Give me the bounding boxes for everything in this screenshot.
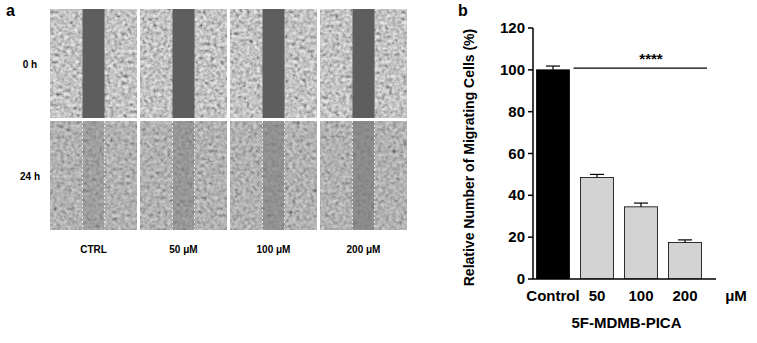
error-bar [546,66,560,70]
row-label: 0 h [23,59,37,70]
wound-edge [104,121,105,230]
micrograph [230,9,317,118]
image-bg [320,9,407,118]
panel-label: b [458,2,468,19]
x-tick-label: 100 [628,287,653,304]
wound-edge [82,121,83,230]
marks [537,66,702,279]
x-axis [533,278,716,280]
wound-gap [263,121,285,230]
error-cap [590,174,604,175]
error-cap [546,65,560,66]
cell-texture [140,9,227,118]
significance-line [574,67,708,68]
column-label: 100 μM [257,244,291,255]
image-bg [50,121,137,230]
panel-label: a [6,2,15,19]
y-tick-label: 80 [508,103,525,120]
figure: a0 h24 hCTRL50 μM100 μM200 μMbControl501… [0,0,757,343]
y-tick [528,27,533,29]
cell-texture [320,121,407,230]
y-tick-label: 0 [517,270,525,287]
error-bar [634,203,648,207]
image-bg [320,121,407,230]
x-tick-label: 200 [672,287,697,304]
cell-texture [140,121,227,230]
image-bg [140,121,227,230]
wound-edge [352,121,353,230]
cell-texture [50,9,137,118]
wound-gap [83,9,105,118]
wound-gap [263,9,285,118]
wound-edge [262,121,263,230]
wound-gap [83,121,105,230]
cell-texture [320,9,407,118]
wound-edge [284,121,285,230]
y-tick [528,278,533,280]
y-tick-label: 60 [508,145,525,162]
y-tick [528,153,533,155]
micrograph [230,121,317,230]
bar [537,70,570,279]
error-bar [590,174,604,177]
wound-gap [173,9,195,118]
error-cap [634,202,648,203]
y-tick-label: 20 [508,228,525,245]
panel-b: b Control 50 100 200 0 20 40 60 80 100 120 μM 5F-MDMB… [458,2,747,331]
cell-texture [230,9,317,118]
micrograph [320,121,407,230]
y-tick [528,69,533,71]
micrograph [320,9,407,118]
row-label: 24 h [20,171,40,182]
micrograph [140,9,227,118]
wound-gap [353,121,375,230]
cell-texture [50,121,137,230]
y-tick-label: 40 [508,186,525,203]
y-tick-label: 120 [500,19,525,36]
wound-gap [353,9,375,118]
y-tick [528,111,533,113]
image-bg [50,9,137,118]
y-label: Relative Number of Migrating Cells (%) [461,29,477,286]
x-tick-label: Control [526,287,579,304]
x-label: 5F-MDMB-PICA [572,314,682,331]
bar [625,207,658,279]
error-bar [678,240,692,243]
y-tick-label: 100 [500,61,525,78]
image-bg [140,9,227,118]
column-label: 50 μM [169,244,197,255]
micrograph [140,121,227,230]
wound-gap [173,121,195,230]
y-tick [528,236,533,238]
bar [581,178,614,279]
wound-edge [374,121,375,230]
x-unit: μM [725,287,747,304]
bar [669,242,702,279]
wound-edge [194,121,195,230]
cell-texture [230,121,317,230]
y-tick [528,195,533,197]
error-cap [678,239,692,240]
significance-label: **** [639,50,663,67]
micrograph [50,9,137,118]
wound-edge [172,121,173,230]
column-label: CTRL [80,244,107,255]
x-tick-label: 50 [589,287,606,304]
image-bg [230,9,317,118]
column-label: 200 μM [347,244,381,255]
panel-a: a 0 h 24 h CTRL 50 μM 100 μM 200 μM [6,2,407,255]
image-bg [230,121,317,230]
micrograph [50,121,137,230]
